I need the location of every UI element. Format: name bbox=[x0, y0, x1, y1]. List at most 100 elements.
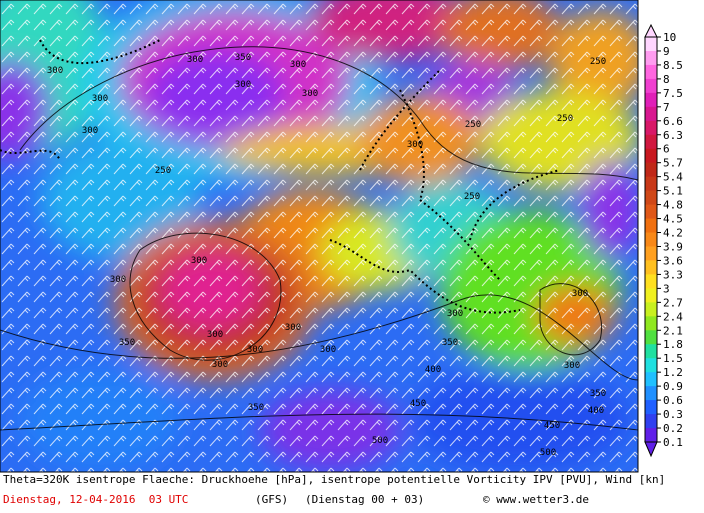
caption-date: Dienstag, 12-04-2016 03 UTC bbox=[3, 493, 188, 506]
colorbar-label: 5.7 bbox=[663, 157, 683, 170]
colorbar-segment bbox=[645, 386, 657, 401]
colorbar-segment bbox=[645, 358, 657, 373]
colorbar-label: 4.5 bbox=[663, 213, 683, 226]
contour-label: 350 bbox=[235, 53, 251, 63]
colorbar-label: 5.1 bbox=[663, 185, 683, 198]
contour-label: 300 bbox=[320, 345, 336, 355]
colorbar-label: 6.3 bbox=[663, 129, 683, 142]
colorbar-segment bbox=[645, 428, 657, 443]
contour-label: 350 bbox=[248, 403, 264, 413]
contour-label: 300 bbox=[187, 55, 203, 65]
contour-label: 300 bbox=[191, 256, 207, 266]
colorbar-segment bbox=[645, 64, 657, 80]
contour-label: 300 bbox=[212, 360, 228, 370]
contour-label: 250 bbox=[464, 192, 480, 202]
colorbar-label: 0.1 bbox=[663, 436, 683, 449]
caption-description: Theta=320K isentrope Flaeche: Druckhoehe… bbox=[3, 473, 665, 486]
colorbar-segment bbox=[645, 92, 657, 108]
contour-label: 300 bbox=[110, 275, 126, 285]
colorbar-segment bbox=[645, 288, 657, 303]
colorbar-label: 7 bbox=[663, 101, 670, 114]
colorbar-label: 4.8 bbox=[663, 199, 683, 212]
contour-label: 400 bbox=[588, 406, 604, 416]
colorbar-segment bbox=[645, 316, 657, 331]
contour-label: 300 bbox=[47, 66, 63, 76]
colorbar-segment bbox=[645, 400, 657, 415]
colorbar-label: 10 bbox=[663, 31, 676, 44]
map-frame bbox=[0, 0, 639, 473]
colorbar-label: 0.6 bbox=[663, 394, 683, 407]
colorbar-segment bbox=[645, 260, 657, 275]
contour-label: 350 bbox=[119, 338, 135, 348]
caption-run: (Dienstag 00 + 03) bbox=[305, 493, 424, 506]
colorbar-label: 3.9 bbox=[663, 240, 683, 253]
colorbar-segment bbox=[645, 134, 657, 150]
contour-label: 500 bbox=[540, 448, 556, 458]
colorbar-segment bbox=[645, 148, 657, 164]
colorbar-label: 1.8 bbox=[663, 338, 683, 351]
contour-label: 300 bbox=[207, 330, 223, 340]
colorbar-label: 9 bbox=[663, 45, 670, 58]
colorbar-label: 1.5 bbox=[663, 352, 683, 365]
colorbar-segment bbox=[645, 190, 657, 206]
contour-label: 300 bbox=[247, 345, 263, 355]
colorbar-segment bbox=[645, 246, 657, 261]
contour-label: 250 bbox=[155, 166, 171, 176]
contour-label: 300 bbox=[564, 361, 580, 371]
contour-label: 300 bbox=[572, 289, 588, 299]
colorbar-frame bbox=[644, 36, 658, 443]
contour-label: 300 bbox=[290, 60, 306, 70]
contour-label: 300 bbox=[235, 80, 251, 90]
colorbar-segment bbox=[645, 344, 657, 359]
colorbar-label: 3.3 bbox=[663, 268, 683, 281]
colorbar-segment bbox=[645, 274, 657, 289]
colorbar-segment bbox=[645, 176, 657, 192]
colorbar-label: 2.7 bbox=[663, 296, 683, 309]
contour-label: 450 bbox=[410, 399, 426, 409]
colorbar-segment bbox=[645, 78, 657, 94]
contour-label: 500 bbox=[372, 436, 388, 446]
contour-label: 250 bbox=[590, 57, 606, 67]
colorbar: 1098.587.576.66.365.75.45.14.84.54.23.93… bbox=[644, 23, 683, 458]
colorbar-segment bbox=[645, 37, 657, 52]
colorbar-label: 0.9 bbox=[663, 380, 683, 393]
contour-label: 300 bbox=[92, 94, 108, 104]
colorbar-label: 5.4 bbox=[663, 171, 683, 184]
contour-label: 300 bbox=[447, 309, 463, 319]
colorbar-segment bbox=[645, 302, 657, 317]
colorbar-segment bbox=[645, 50, 657, 66]
contour-label: 300 bbox=[82, 126, 98, 136]
colorbar-label: 6 bbox=[663, 143, 670, 156]
contour-label: 300 bbox=[285, 323, 301, 333]
colorbar-label: 3 bbox=[663, 282, 670, 295]
colorbar-cap-top bbox=[644, 23, 658, 38]
colorbar-segment bbox=[645, 372, 657, 387]
colorbar-label: 4.2 bbox=[663, 227, 683, 240]
contour-label: 450 bbox=[544, 421, 560, 431]
contour-label: 400 bbox=[425, 365, 441, 375]
colorbar-segment bbox=[645, 330, 657, 345]
colorbar-label: 2.4 bbox=[663, 310, 683, 323]
colorbar-label: 0.2 bbox=[663, 422, 683, 435]
contour-label: 250 bbox=[557, 114, 573, 124]
colorbar-label: 2.1 bbox=[663, 324, 683, 337]
colorbar-label: 3.6 bbox=[663, 254, 683, 267]
colorbar-segment bbox=[645, 218, 657, 234]
colorbar-cap-bottom bbox=[644, 441, 658, 458]
contour-label: 250 bbox=[465, 120, 481, 130]
contour-label: 300 bbox=[407, 140, 423, 150]
caption-source: © www.wetter3.de bbox=[483, 493, 589, 506]
caption-model: (GFS) bbox=[255, 493, 288, 506]
colorbar-label: 1.2 bbox=[663, 366, 683, 379]
contour-label: 350 bbox=[442, 338, 458, 348]
contour-label: 300 bbox=[302, 89, 318, 99]
colorbar-segment bbox=[645, 162, 657, 178]
colorbar-segment bbox=[645, 106, 657, 122]
contour-label: 350 bbox=[590, 389, 606, 399]
colorbar-label: 8.5 bbox=[663, 59, 683, 72]
colorbar-label: 6.6 bbox=[663, 115, 683, 128]
colorbar-label: 8 bbox=[663, 73, 670, 86]
colorbar-label: 7.5 bbox=[663, 87, 683, 100]
colorbar-segment bbox=[645, 232, 657, 247]
